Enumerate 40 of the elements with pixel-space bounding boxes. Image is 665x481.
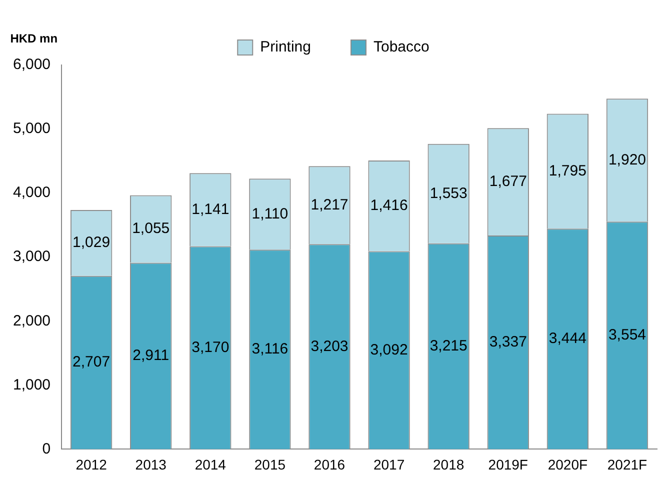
x-tick-label: 2021F xyxy=(607,456,648,472)
legend-label: Tobacco xyxy=(373,38,430,56)
data-label: 1,217 xyxy=(310,196,348,214)
data-label: 3,554 xyxy=(608,326,646,344)
x-tick-label: 2014 xyxy=(194,456,226,472)
legend-label: Printing xyxy=(260,38,311,56)
y-tick-label: 4,000 xyxy=(12,184,51,202)
x-tick-label: 2015 xyxy=(254,456,286,472)
data-label: 3,170 xyxy=(192,338,230,356)
y-tick-label: 3,000 xyxy=(12,248,51,266)
data-label: 3,116 xyxy=(252,340,288,358)
y-tick-label: 5,000 xyxy=(12,120,51,138)
data-label: 3,203 xyxy=(310,338,348,355)
data-label: 3,092 xyxy=(370,341,408,358)
x-tick-label: 2012 xyxy=(76,456,108,472)
data-label: 1,416 xyxy=(370,197,408,214)
data-label: 3,215 xyxy=(430,337,468,354)
x-tick-label: 2020F xyxy=(548,456,588,472)
x-tick-label: 2019F xyxy=(488,456,528,472)
data-label: 3,444 xyxy=(548,330,586,348)
x-tick-label: 2017 xyxy=(373,456,405,472)
data-label: 3,337 xyxy=(489,334,527,350)
data-label: 1,029 xyxy=(72,234,110,252)
data-label: 1,553 xyxy=(430,184,468,202)
y-tick-label: 2,000 xyxy=(12,312,51,330)
y-tick-label: 0 xyxy=(42,440,51,458)
y-tick-label: 1,000 xyxy=(12,376,51,394)
data-label: 1,677 xyxy=(489,172,527,190)
x-tick-label: 2013 xyxy=(135,456,167,472)
data-label: 2,911 xyxy=(132,347,170,364)
x-tick-label: 2016 xyxy=(314,456,346,472)
data-label: 1,795 xyxy=(548,162,586,180)
y-axis-title: HKD mn xyxy=(10,31,58,46)
data-label: 2,707 xyxy=(72,354,110,371)
data-label: 1,055 xyxy=(132,220,170,238)
x-tick-label: 2018 xyxy=(433,456,464,472)
data-label: 1,141 xyxy=(192,200,230,218)
y-tick-label: 6,000 xyxy=(12,56,51,74)
data-label: 1,920 xyxy=(608,151,646,168)
data-label: 1,110 xyxy=(252,205,288,222)
